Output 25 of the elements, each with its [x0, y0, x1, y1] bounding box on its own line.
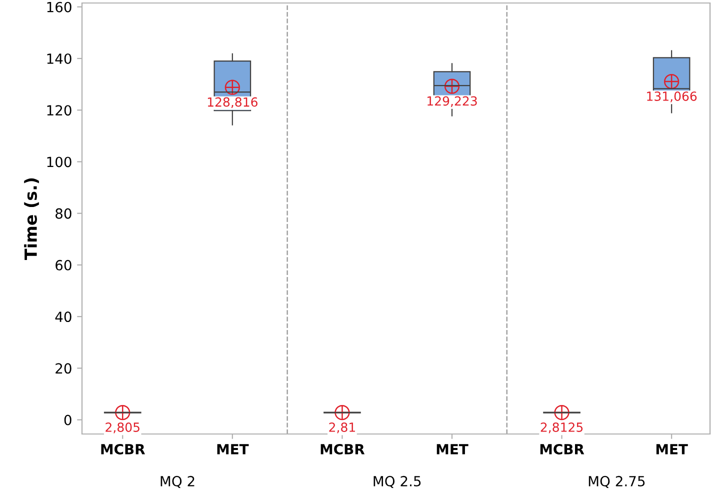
y-tick-label: 100 [47, 156, 72, 168]
text: 2,805 [106, 422, 140, 434]
y-tick-label: 120 [47, 105, 72, 116]
text: 2,81 [329, 422, 355, 434]
y-axis-title: Time (s.) [24, 178, 39, 260]
text: 128,816 [208, 97, 258, 108]
text: MQ 2.5 [374, 476, 421, 488]
y-tick-label: 140 [47, 53, 72, 64]
text: 129,223 [428, 96, 477, 107]
y-tick-label: 60 [56, 260, 72, 270]
x-tick-label: MCBR [540, 444, 584, 454]
y-tick-label: 0 [64, 414, 72, 426]
text: 131,066 [647, 91, 697, 102]
x-tick-label: MET [436, 444, 468, 454]
y-tick-label: 160 [47, 2, 72, 12]
x-tick-label: MCBR [101, 444, 145, 454]
text: 2,8125 [540, 422, 583, 434]
x-tick-label: MCBR [320, 444, 365, 454]
text: MQ 2 [160, 476, 194, 488]
x-tick-label: MET [656, 444, 688, 454]
y-tick-label: 80 [56, 208, 72, 219]
x-tick-label: MET [217, 444, 249, 454]
text: MQ 2.75 [588, 476, 645, 488]
y-tick-label: 20 [56, 363, 72, 374]
y-tick-label: 40 [55, 312, 72, 322]
